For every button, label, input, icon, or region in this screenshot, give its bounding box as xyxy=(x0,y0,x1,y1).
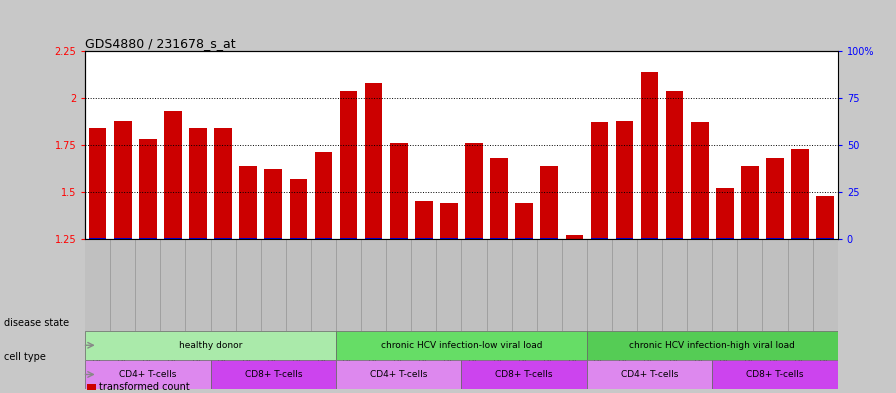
Bar xyxy=(114,121,132,239)
Text: disease state: disease state xyxy=(4,318,70,328)
Bar xyxy=(590,123,608,239)
Text: chronic HCV infection-high viral load: chronic HCV infection-high viral load xyxy=(629,341,796,350)
Bar xyxy=(340,238,358,239)
Bar xyxy=(816,196,834,239)
Text: CD4+ T-cells: CD4+ T-cells xyxy=(621,370,678,379)
Bar xyxy=(314,152,332,239)
Bar xyxy=(540,238,558,239)
Bar xyxy=(139,140,157,239)
Bar xyxy=(264,169,282,239)
Text: CD4+ T-cells: CD4+ T-cells xyxy=(119,370,177,379)
Bar xyxy=(89,128,107,239)
Bar xyxy=(515,203,533,239)
Bar xyxy=(666,90,684,239)
Text: GDS4880 / 231678_s_at: GDS4880 / 231678_s_at xyxy=(85,37,236,50)
Text: CD8+ T-cells: CD8+ T-cells xyxy=(495,370,553,379)
Text: transformed count: transformed count xyxy=(99,382,189,392)
Bar xyxy=(239,165,257,239)
Bar xyxy=(239,238,257,239)
Bar xyxy=(616,238,633,239)
Bar xyxy=(587,360,712,389)
Bar xyxy=(365,83,383,239)
Bar xyxy=(791,238,809,239)
Text: CD4+ T-cells: CD4+ T-cells xyxy=(370,370,427,379)
Bar xyxy=(214,128,232,239)
Bar xyxy=(340,90,358,239)
Bar xyxy=(641,237,659,239)
Bar xyxy=(89,238,107,239)
Text: healthy donor: healthy donor xyxy=(179,341,242,350)
Bar xyxy=(390,238,408,239)
Text: cell type: cell type xyxy=(4,352,47,362)
Bar xyxy=(214,238,232,239)
Bar xyxy=(712,360,838,389)
Bar xyxy=(741,238,759,239)
Bar xyxy=(791,149,809,239)
Bar xyxy=(716,238,734,239)
Bar xyxy=(666,238,684,239)
Bar xyxy=(336,331,587,360)
Bar xyxy=(289,179,307,239)
Bar xyxy=(264,238,282,239)
Bar xyxy=(465,143,483,239)
Bar xyxy=(641,72,659,239)
Bar xyxy=(691,123,709,239)
Bar xyxy=(139,238,157,239)
Bar xyxy=(490,158,508,239)
Bar xyxy=(766,158,784,239)
Bar xyxy=(766,238,784,239)
Bar xyxy=(164,111,182,239)
Bar xyxy=(164,237,182,239)
Bar xyxy=(289,238,307,239)
Bar xyxy=(211,360,336,389)
Bar xyxy=(415,238,433,239)
Bar xyxy=(490,238,508,239)
Bar xyxy=(816,238,834,239)
Bar xyxy=(616,121,633,239)
Bar xyxy=(741,165,759,239)
Text: CD8+ T-cells: CD8+ T-cells xyxy=(245,370,302,379)
Bar xyxy=(85,331,336,360)
Bar xyxy=(587,331,838,360)
Bar xyxy=(189,238,207,239)
Bar xyxy=(415,201,433,239)
Bar xyxy=(440,238,458,239)
Bar xyxy=(314,238,332,239)
Bar xyxy=(465,238,483,239)
Bar xyxy=(440,203,458,239)
Bar xyxy=(461,360,587,389)
Bar xyxy=(540,165,558,239)
Bar xyxy=(365,238,383,239)
Bar xyxy=(691,238,709,239)
Text: chronic HCV infection-low viral load: chronic HCV infection-low viral load xyxy=(381,341,542,350)
Bar xyxy=(114,238,132,239)
Bar xyxy=(85,360,211,389)
Bar xyxy=(716,188,734,239)
Bar xyxy=(336,360,461,389)
Bar xyxy=(189,128,207,239)
Text: CD8+ T-cells: CD8+ T-cells xyxy=(746,370,804,379)
Bar xyxy=(515,238,533,239)
Bar xyxy=(390,143,408,239)
Bar xyxy=(565,235,583,239)
Bar xyxy=(590,238,608,239)
